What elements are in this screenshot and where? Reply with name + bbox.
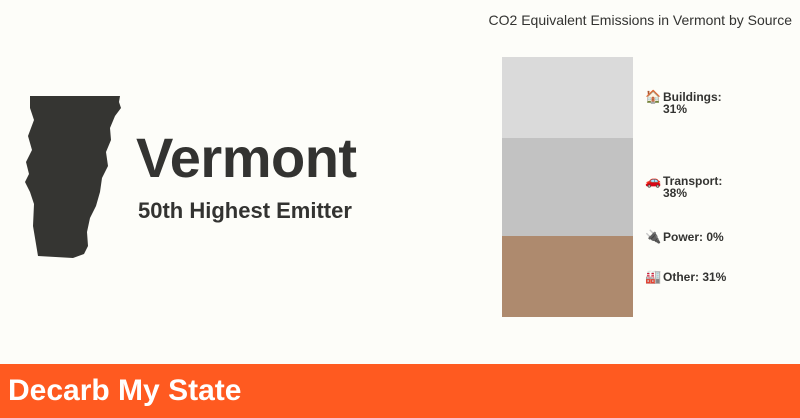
brand-title[interactable]: Decarb My State	[8, 374, 242, 407]
label-power: 🔌 Power: 0%	[645, 229, 724, 244]
bar-segment-transport	[502, 137, 633, 237]
chart-title: CO2 Equivalent Emissions in Vermont by S…	[488, 12, 792, 28]
house-icon: 🏠	[645, 89, 662, 104]
bar-segment-other	[502, 236, 633, 317]
vermont-state-shape	[25, 96, 121, 258]
plug-icon: 🔌	[645, 229, 662, 244]
stacked-bar	[502, 57, 633, 317]
state-name: Vermont	[136, 126, 357, 189]
factory-icon: 🏭	[645, 269, 662, 284]
label-transport: 🚗 Transport: 38%	[645, 173, 723, 200]
label-buildings: 🏠 Buildings: 31%	[645, 89, 722, 116]
label-other: 🏭 Other: 31%	[645, 269, 727, 284]
footer-banner: Decarb My State	[0, 364, 800, 418]
car-icon: 🚗	[645, 173, 662, 188]
bar-segment-buildings	[502, 57, 633, 138]
emitter-rank: 50th Highest Emitter	[138, 198, 352, 223]
